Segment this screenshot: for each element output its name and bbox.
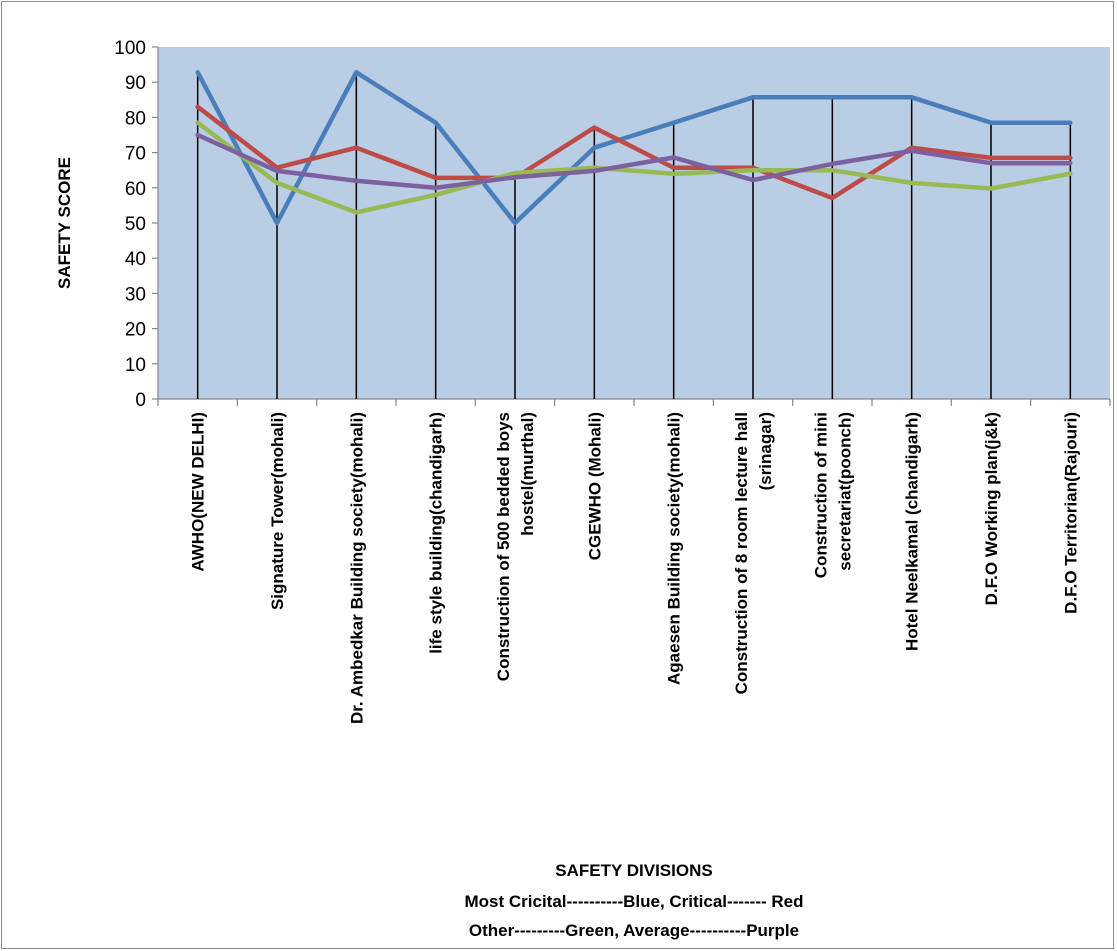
category-label: Construction of 500 bedded boys <box>494 412 513 681</box>
category-label: CGEWHO (Mohali) <box>585 412 604 560</box>
series-line-2 <box>195 104 1073 201</box>
y-tick-label: 100 <box>114 38 146 59</box>
series-line-3 <box>195 120 1073 215</box>
category-label: secretariat(poonch) <box>835 412 854 571</box>
y-tick-label: 50 <box>125 214 146 235</box>
category-label: hostel(murthal) <box>518 412 537 536</box>
category-label: Signature Tower(mohali) <box>268 412 287 610</box>
color-legend-note-2: Other---------Green, Average----------Pu… <box>469 921 799 940</box>
category-label: Agaesen Building society(mohali) <box>665 412 684 685</box>
category-label: (srinagar) <box>756 412 775 490</box>
x-axis <box>157 398 1111 406</box>
category-label: D.F.O Territorian(Rajouri) <box>1061 412 1080 614</box>
category-labels: AWHO(NEW DELHI) Signature Tower(mohali) Dr… <box>189 412 1081 724</box>
y-tick-label: 20 <box>125 320 146 341</box>
y-tick-label: 80 <box>125 108 146 129</box>
series-line-4 <box>195 132 1073 191</box>
y-axis: 0 10 20 30 40 50 60 70 80 90 100 <box>114 38 159 411</box>
y-tick-label: 40 <box>125 249 146 270</box>
category-label: Hotel Neelkamal (chandigarh) <box>903 412 922 651</box>
category-label: Construction of mini <box>811 412 830 578</box>
category-label: Dr. Ambedkar Building society(mohali) <box>347 412 366 724</box>
x-axis-title: SAFETY DIVISIONS <box>555 861 712 880</box>
plot-area <box>158 47 1110 399</box>
category-label: Construction of 8 room lecture hall <box>732 412 751 694</box>
category-label: AWHO(NEW DELHI) <box>189 412 208 572</box>
y-tick-label: 10 <box>125 355 146 376</box>
series-layer <box>195 70 1073 226</box>
series-line-1 <box>195 70 1073 226</box>
y-tick-label: 0 <box>135 390 146 411</box>
y-axis-title: SAFETY SCORE <box>55 157 74 289</box>
category-label: D.F.O Working plan(j&k) <box>982 412 1001 605</box>
y-tick-label: 90 <box>125 73 146 94</box>
y-tick-label: 30 <box>125 284 146 305</box>
y-tick-label: 70 <box>125 144 146 165</box>
color-legend-note-1: Most Cricital----------Blue, Critical---… <box>464 892 803 911</box>
category-label: life style building(chandigarh) <box>427 412 446 654</box>
drop-lines <box>196 72 1072 399</box>
y-tick-label: 60 <box>125 179 146 200</box>
